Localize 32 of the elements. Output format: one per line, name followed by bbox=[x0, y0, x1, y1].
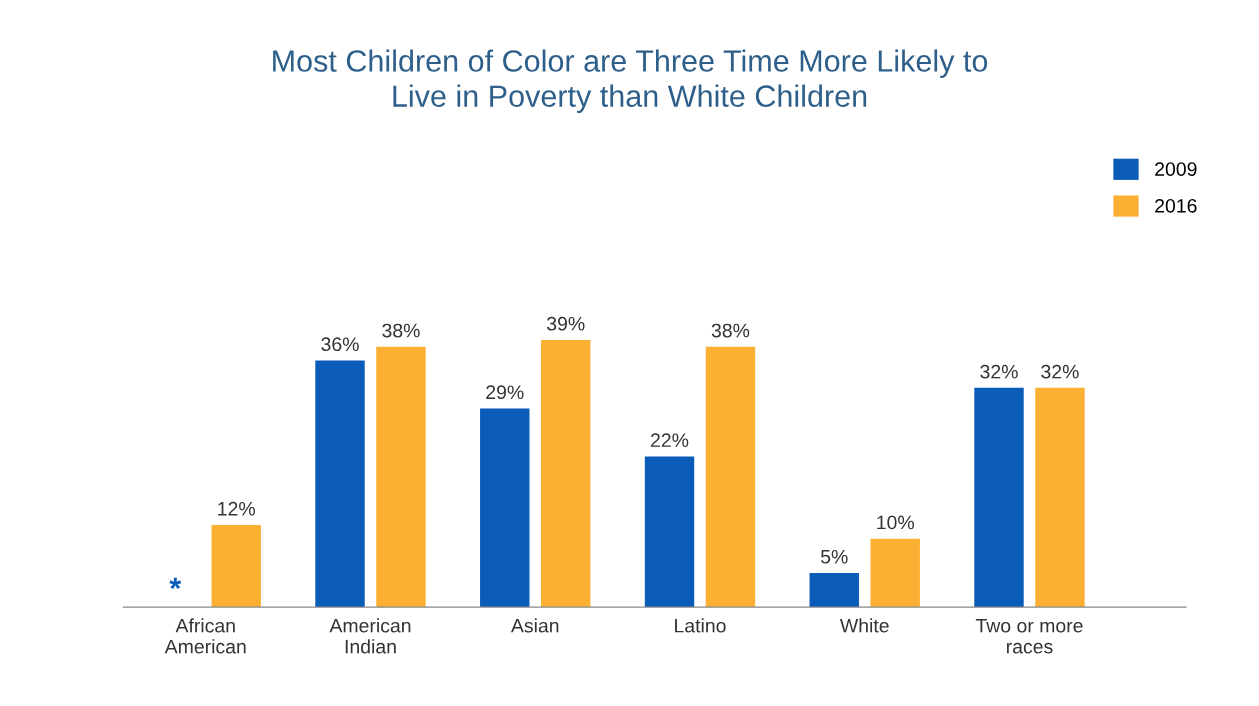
x-tick-label: Two or more races bbox=[975, 618, 1083, 654]
legend-label: 2009 bbox=[1155, 162, 1197, 176]
bar bbox=[315, 360, 365, 608]
data-label: 32% bbox=[980, 364, 1018, 379]
x-tick-label: White bbox=[839, 618, 889, 633]
chart-title: Most Children of Color are Three Time More Likely to Live in Poverty than White Children bbox=[273, 49, 988, 114]
bar bbox=[809, 572, 859, 608]
x-tick-label: Latino bbox=[675, 618, 726, 633]
bar bbox=[705, 346, 756, 608]
bar bbox=[644, 456, 695, 608]
data-label: 5% bbox=[820, 549, 848, 564]
data-label: 22% bbox=[651, 433, 689, 447]
bar bbox=[211, 524, 261, 608]
text: * bbox=[169, 577, 182, 590]
data-label: 38% bbox=[382, 323, 420, 338]
data-label: 32% bbox=[1041, 364, 1079, 379]
bar bbox=[376, 346, 426, 608]
bar bbox=[1035, 387, 1085, 608]
bar bbox=[541, 339, 591, 608]
data-label: 29% bbox=[486, 385, 524, 400]
bar bbox=[480, 408, 530, 608]
x-tick-label: Asian bbox=[510, 618, 559, 633]
data-label: 38% bbox=[711, 323, 750, 338]
x-tick-label: African American bbox=[164, 618, 246, 654]
x-tick-label: American Indian bbox=[329, 618, 411, 654]
bar bbox=[870, 538, 920, 608]
data-label: 36% bbox=[321, 337, 359, 352]
legend-label: 2016 bbox=[1155, 198, 1197, 213]
bar bbox=[974, 387, 1024, 608]
data-label: 39% bbox=[547, 316, 585, 331]
data-label: 10% bbox=[877, 515, 914, 530]
data-label: 12% bbox=[218, 501, 255, 516]
